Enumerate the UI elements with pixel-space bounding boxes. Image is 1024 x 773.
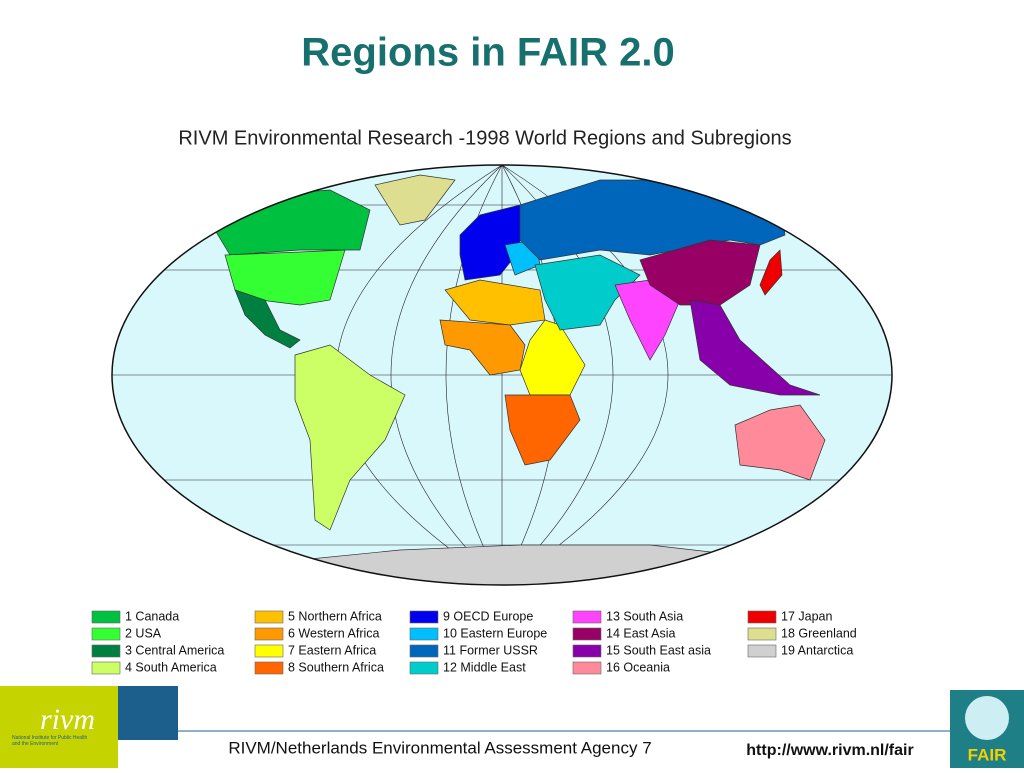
legend-swatch <box>747 627 777 641</box>
legend-swatch <box>409 610 439 624</box>
legend-label: 19 Antarctica <box>781 643 853 657</box>
institute-box: National Institute for Public Health and… <box>12 735 88 747</box>
legend-label: 10 Eastern Europe <box>443 626 547 640</box>
region <box>734 404 826 481</box>
logo-block <box>0 686 118 768</box>
legend-label: 13 South Asia <box>606 609 683 623</box>
legend-swatch <box>572 610 602 624</box>
legend-swatch <box>254 644 284 658</box>
legend-label: 17 Japan <box>781 609 832 623</box>
legend-label: 14 East Asia <box>606 626 676 640</box>
legend-swatch <box>91 627 121 641</box>
legend-swatch <box>747 644 777 658</box>
legend-label: 3 Central America <box>125 643 224 657</box>
legend-swatch <box>254 627 284 641</box>
legend-label: 16 Oceania <box>606 660 670 674</box>
legend-label: 2 USA <box>125 626 162 640</box>
region <box>639 239 761 306</box>
region <box>504 394 581 466</box>
map <box>112 165 892 585</box>
legend-swatch <box>747 610 777 624</box>
region <box>534 254 641 331</box>
region <box>459 204 521 281</box>
region <box>234 289 301 349</box>
region <box>689 299 821 396</box>
legend-label: 18 Greenland <box>781 626 857 640</box>
legend-swatch <box>91 610 121 624</box>
legend-swatch <box>572 644 602 658</box>
legend-swatch <box>409 644 439 658</box>
legend-swatch <box>254 661 284 675</box>
map-cut <box>100 586 900 606</box>
slide-title: Regions in FAIR 2.0 <box>301 31 674 75</box>
legend-label: 4 South America <box>125 660 217 674</box>
footer-url[interactable]: http://www.rivm.nl/fair <box>746 742 913 759</box>
region <box>759 249 783 296</box>
region <box>214 189 371 256</box>
legend-swatch <box>409 661 439 675</box>
region <box>294 344 406 531</box>
legend-label: 9 OECD Europe <box>443 609 533 623</box>
legend-swatch <box>572 661 602 675</box>
institute: National Institute for Public Health and… <box>12 735 88 747</box>
logo-accent <box>118 686 178 740</box>
legend-label: 8 Southern Africa <box>288 660 384 674</box>
region <box>374 174 456 226</box>
logo-text: rivm <box>40 703 95 736</box>
legend-label: 7 Eastern Africa <box>288 643 376 657</box>
legend-label: 12 Middle East <box>443 660 526 674</box>
legend-label: 6 Western Africa <box>288 626 380 640</box>
map-border <box>111 164 893 586</box>
region <box>439 319 526 376</box>
legend-swatch <box>91 644 121 658</box>
badge-text: FAIR <box>968 745 1007 764</box>
badge-emblem <box>965 696 1009 740</box>
footer-text: RIVM/Netherlands Environmental Assessmen… <box>228 738 651 757</box>
map-title: RIVM Environmental Research -1998 World … <box>178 127 791 149</box>
legend: 1 Canada 2 USA 3 Central America 4 South Am… <box>91 609 857 675</box>
legend-label: 1 Canada <box>125 609 179 623</box>
legend-swatch <box>91 661 121 675</box>
legend-swatch <box>409 627 439 641</box>
legend-swatch <box>572 627 602 641</box>
legend-label: 5 Northern Africa <box>288 609 382 623</box>
legend-label: 11 Former USSR <box>443 643 538 657</box>
legend-swatch <box>254 610 284 624</box>
legend-label: 15 South East asia <box>606 643 711 657</box>
